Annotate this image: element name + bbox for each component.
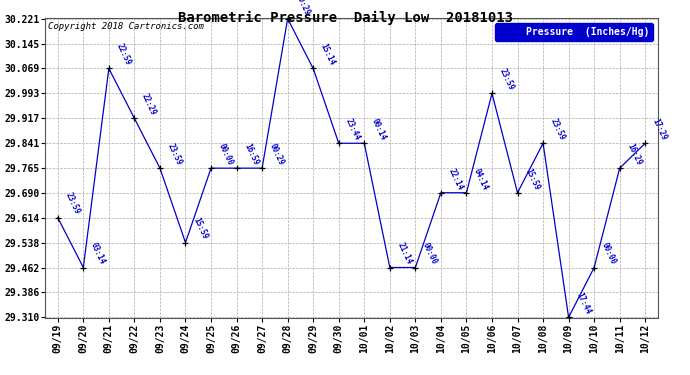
Text: 23:59: 23:59: [63, 192, 81, 216]
Text: 22:29: 22:29: [140, 92, 158, 117]
Text: Copyright 2018 Cartronics.com: Copyright 2018 Cartronics.com: [48, 22, 204, 31]
Text: 00:00: 00:00: [600, 242, 618, 266]
Text: 23:59: 23:59: [497, 67, 515, 92]
Text: 00:00: 00:00: [217, 142, 235, 167]
Text: 23:59: 23:59: [166, 142, 184, 167]
Text: 16:59: 16:59: [242, 142, 260, 167]
Text: 17:44: 17:44: [574, 291, 592, 316]
Text: 00:29: 00:29: [293, 0, 311, 17]
Text: 15:59: 15:59: [191, 216, 209, 241]
Text: 04:14: 04:14: [472, 166, 490, 191]
Text: 00:29: 00:29: [268, 142, 286, 167]
Text: 15:14: 15:14: [319, 42, 337, 67]
Text: 23:59: 23:59: [549, 117, 566, 142]
Text: 21:14: 21:14: [395, 242, 413, 266]
Text: Barometric Pressure  Daily Low  20181013: Barometric Pressure Daily Low 20181013: [177, 11, 513, 26]
Text: 23:44: 23:44: [344, 117, 362, 142]
Text: 22:14: 22:14: [446, 166, 464, 191]
Text: 03:14: 03:14: [89, 242, 107, 266]
Legend: Pressure  (Inches/Hg): Pressure (Inches/Hg): [495, 23, 653, 40]
Text: 00:14: 00:14: [370, 117, 388, 142]
Text: 16:29: 16:29: [625, 142, 643, 167]
Text: 17:29: 17:29: [651, 117, 669, 142]
Text: 15:59: 15:59: [523, 166, 541, 191]
Text: 22:59: 22:59: [115, 42, 132, 67]
Text: 00:00: 00:00: [421, 242, 439, 266]
